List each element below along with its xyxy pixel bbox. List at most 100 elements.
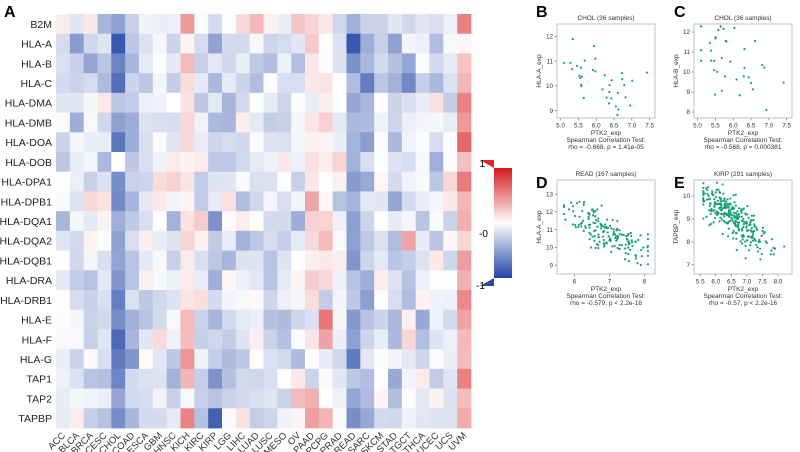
heatmap-cell: [415, 112, 430, 133]
heatmap-cell: [443, 53, 458, 74]
heatmap-cell: [415, 309, 430, 330]
heatmap-cell: [180, 171, 195, 192]
heatmap-cell: [111, 270, 126, 291]
heatmap-cell: [111, 408, 126, 429]
heatmap-cell: [443, 211, 458, 232]
heatmap-cell: [332, 211, 347, 232]
heatmap-cell: [249, 211, 264, 232]
scatter-point: [727, 215, 730, 218]
scatter-point: [759, 258, 762, 261]
heatmap-cell: [360, 171, 375, 192]
scatter-point: [587, 217, 590, 220]
heatmap-cell: [208, 270, 223, 291]
scatter-point: [618, 229, 621, 232]
heatmap-cell: [180, 14, 195, 35]
heatmap-cell: [401, 152, 417, 173]
heatmap-cell: [194, 152, 209, 173]
scatter-point: [721, 213, 725, 216]
scatter-point: [715, 188, 718, 191]
scatter-point: [614, 236, 617, 240]
heatmap-cell: [346, 309, 361, 330]
scatter-point: [708, 197, 711, 200]
heatmap-cell: [360, 211, 375, 232]
heatmap-cell: [180, 112, 195, 133]
heatmap-cell: [443, 290, 458, 311]
heatmap-cell: [429, 290, 444, 311]
scatter-point: [745, 222, 749, 225]
heatmap-cell: [318, 408, 334, 429]
color-legend: 1 -0 -1: [476, 159, 512, 292]
heatmap-cell: [166, 309, 181, 330]
heatmap-row-label: TAPBP: [18, 413, 52, 425]
scatter-point: [591, 214, 595, 217]
scatter-point: [624, 258, 627, 261]
heatmap-cell: [180, 290, 195, 311]
scatter-point: [591, 68, 594, 72]
heatmap-cell: [318, 92, 334, 113]
heatmap-cell: [457, 408, 472, 429]
scatter-point: [605, 241, 609, 245]
scatter-point: [736, 210, 739, 213]
heatmap-cell: [388, 309, 403, 330]
heatmap-cell: [277, 53, 292, 74]
scatter-point: [757, 241, 760, 244]
heatmap-cell: [235, 152, 251, 173]
y-tick-label: 9: [686, 89, 690, 96]
scatter-title: CHOL (36 samples): [577, 15, 634, 22]
heatmap-cell: [111, 368, 126, 389]
scatter-point: [724, 39, 727, 43]
heatmap-cell: [277, 73, 292, 94]
heatmap-cell: [332, 230, 347, 251]
scatter-point: [592, 209, 595, 212]
heatmap-cell: [208, 309, 223, 330]
scatter-point: [603, 223, 607, 226]
scatter-point: [732, 207, 735, 210]
heatmap-cell: [125, 368, 140, 389]
heatmap-row-label: TAP1: [27, 374, 53, 386]
scatter-point: [629, 104, 632, 107]
scatter-point: [582, 203, 585, 206]
scatter-point: [732, 237, 735, 240]
heatmap-cell: [111, 112, 126, 133]
heatmap-cell: [249, 152, 264, 173]
heatmap-cell: [111, 152, 126, 173]
heatmap-cell: [388, 33, 403, 54]
scatter-point: [749, 221, 752, 224]
scatter-point: [749, 81, 753, 84]
heatmap-cell: [457, 73, 472, 94]
heatmap-cell: [401, 14, 417, 35]
scatter-point: [702, 182, 705, 185]
heatmap-cell: [125, 250, 140, 271]
scatter-point: [593, 45, 596, 48]
heatmap-cell: [125, 349, 140, 370]
heatmap-cell: [125, 230, 140, 251]
scatter-point: [709, 202, 712, 205]
heatmap-cell: [97, 329, 112, 350]
heatmap-cell: [374, 73, 389, 94]
heatmap-cell: [277, 270, 292, 291]
heatmap-cell: [360, 53, 375, 74]
scatter-point: [736, 221, 739, 224]
scatter-point: [723, 211, 726, 215]
y-tick-label: 10: [546, 83, 554, 90]
heatmap-cell: [125, 329, 140, 350]
heatmap-cell: [263, 14, 278, 35]
x-tick-label: 8.0: [774, 279, 783, 286]
heatmap-cell: [305, 152, 320, 173]
heatmap-row-label: HLA-DPB1: [1, 196, 53, 208]
heatmap-cell: [180, 408, 195, 429]
heatmap-cell: [235, 53, 251, 74]
x-axis-label: PTK2_exp: [728, 286, 759, 293]
heatmap-cell: [56, 211, 71, 232]
scatter-point: [763, 66, 766, 69]
scatter-point: [749, 241, 753, 244]
heatmap-cell: [305, 171, 320, 192]
scatter-point: [616, 113, 619, 117]
heatmap-cell: [291, 33, 306, 54]
heatmap-cell: [180, 368, 195, 389]
heatmap-cell: [180, 191, 195, 212]
heatmap-row-label: HLA-DOA: [5, 137, 52, 149]
scatter-point: [746, 213, 749, 216]
heatmap-cell: [235, 250, 251, 271]
heatmap-cell: [457, 270, 472, 291]
